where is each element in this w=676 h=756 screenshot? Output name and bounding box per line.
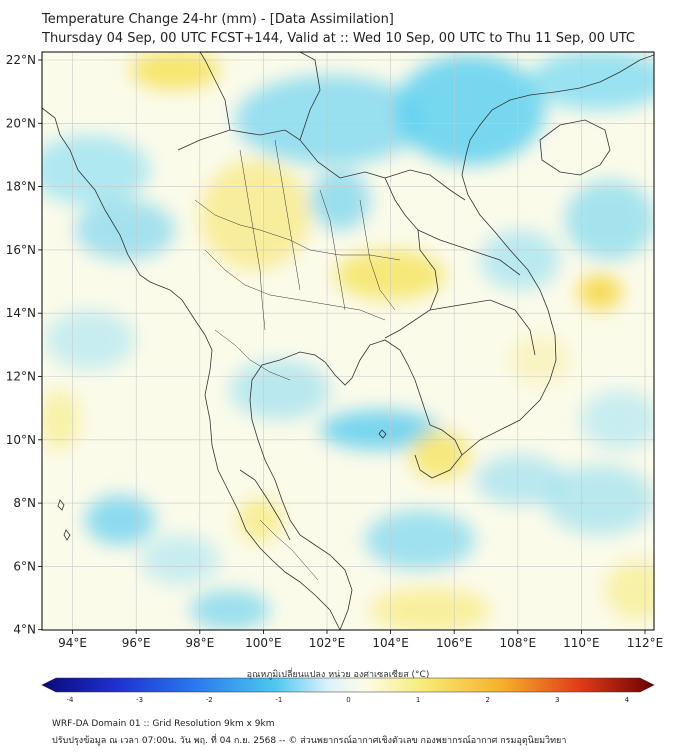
lat-label: 4°N (13, 623, 36, 637)
colorbar-tick-label: -3 (136, 696, 143, 704)
lat-label: 22°N (6, 53, 36, 67)
colorbar-tick-label: 1 (416, 696, 420, 704)
lon-axis-labels: 94°E 96°E 98°E 100°E 102°E 104°E 106°E 108°E 110… (58, 636, 663, 650)
lat-label: 14°N (6, 306, 36, 320)
colorbar-tick-label: 2 (486, 696, 490, 704)
colorbar-tick-label: 0 (346, 696, 350, 704)
colorbar-ticks: -4 -3 -2 -1 0 1 2 3 4 (67, 696, 630, 704)
colorbar-bar (41, 677, 655, 693)
coastlines (42, 52, 654, 630)
lon-label: 98°E (185, 636, 214, 650)
lon-label: 106°E (436, 636, 473, 650)
colorbar-tick-label: -4 (67, 696, 75, 704)
lat-label: 16°N (6, 243, 36, 257)
map-frame (42, 52, 654, 630)
lon-label: 110°E (563, 636, 600, 650)
map-subtitle: Thursday 04 Sep, 00 UTC FCST+144, Valid … (42, 31, 635, 46)
map-border (41, 51, 655, 631)
colorbar: -4 -3 -2 -1 0 1 2 3 4 (41, 677, 655, 704)
lat-label: 18°N (6, 180, 36, 194)
gridlines (42, 52, 654, 630)
footer-model-info: WRF-DA Domain 01 :: Grid Resolution 9km … (52, 719, 275, 729)
axis-ticks (38, 59, 646, 634)
lat-label: 6°N (13, 559, 36, 573)
colorbar-tick-label: -2 (206, 696, 213, 704)
lat-label: 12°N (6, 370, 36, 384)
lon-label: 100°E (245, 636, 282, 650)
lon-label: 112°E (627, 636, 664, 650)
lat-label: 8°N (13, 496, 36, 510)
colorbar-label: อุณหภูมิเปลี่ยนแปลง หน่วย องศาเซลเซียส (… (246, 670, 430, 680)
lat-label: 20°N (6, 116, 36, 130)
lon-label: 94°E (58, 636, 87, 650)
lat-label: 10°N (6, 433, 36, 447)
lon-label: 96°E (122, 636, 151, 650)
lat-axis-labels: 22°N 20°N 18°N 16°N 14°N 12°N 10°N 8°N 6°N 4°N (6, 53, 36, 637)
map-title: Temperature Change 24-hr (mm) - [Data As… (42, 12, 394, 27)
lon-label: 108°E (500, 636, 537, 650)
colorbar-tick-label: 4 (625, 696, 630, 704)
colorbar-tick-label: 3 (555, 696, 559, 704)
colorbar-tick-label: -1 (275, 696, 282, 704)
lon-label: 104°E (372, 636, 409, 650)
lon-label: 102°E (309, 636, 346, 650)
footer-update-info: ปรับปรุงข้อมูล ณ เวลา 07:00น. วัน พฤ. ที… (52, 736, 567, 746)
